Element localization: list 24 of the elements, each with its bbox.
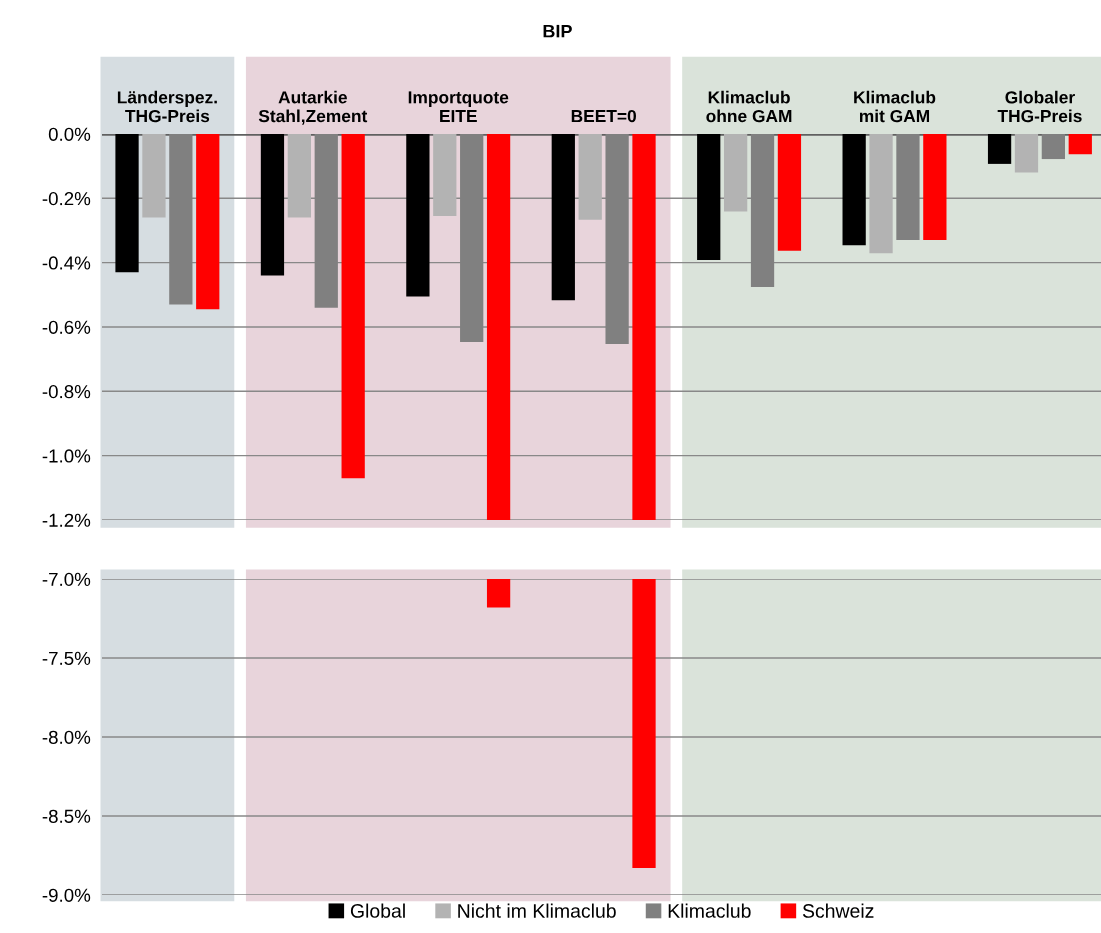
y-tick-label: -8.0%	[42, 730, 91, 744]
legend-label: Schweiz	[802, 903, 874, 918]
legend-label: Nicht im Klimaclub	[458, 903, 616, 918]
y-tick-label: -0.8%	[42, 385, 91, 399]
x-tick-label: Importquote EITE	[408, 91, 509, 123]
x-tick-label: Autarkie Stahl,Zement	[258, 90, 368, 125]
y-tick-label: -8.5%	[42, 809, 91, 823]
y-tick-label: 0.0%	[48, 127, 91, 141]
y-tick-label: -7.5%	[42, 651, 91, 665]
x-tick-label: BEET=0	[571, 109, 636, 123]
x-tick-label: Länderspez. THG-Preis	[117, 90, 217, 123]
y-tick-label: -7.0%	[42, 572, 91, 586]
legend-label: Global	[350, 903, 405, 918]
y-tick-label: -1.0%	[42, 449, 91, 463]
y-tick-label: -0.6%	[42, 320, 91, 334]
legend-label: Klimaclub	[668, 903, 751, 918]
y-tick-label: -0.4%	[42, 256, 91, 270]
chart-title: BIP	[543, 24, 572, 38]
x-tick-label: Globaler THG-Preis	[997, 90, 1082, 123]
x-tick-label: Klimaclub ohne GAM	[706, 90, 792, 123]
y-tick-label: -9.0%	[42, 888, 91, 902]
y-tick-label: -0.2%	[42, 192, 91, 206]
y-tick-label: -1.2%	[42, 513, 91, 527]
x-tick-label: Klimaclub mit GAM	[854, 90, 936, 123]
